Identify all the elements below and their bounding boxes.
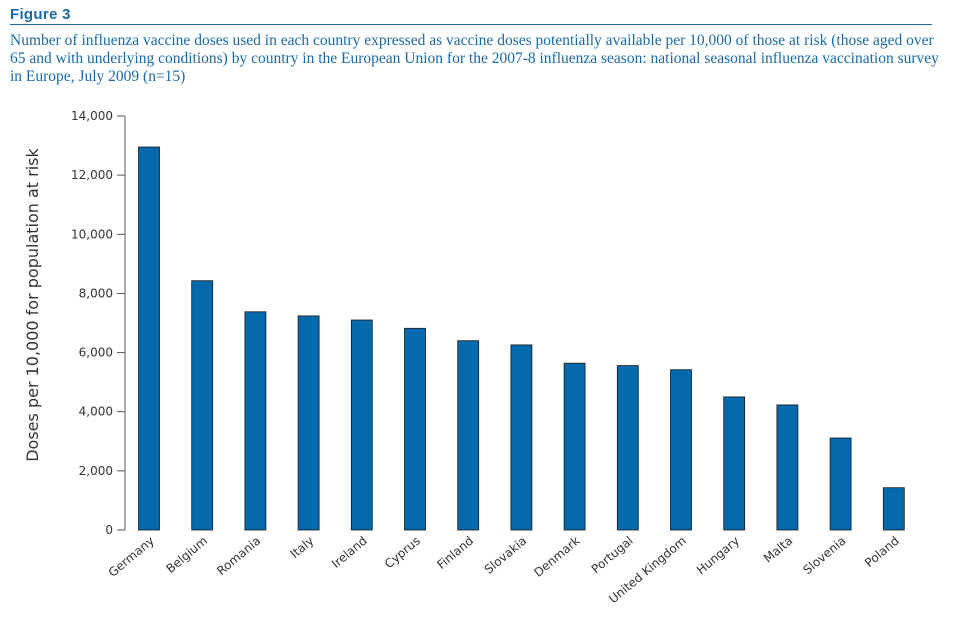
figure-caption: Number of influenza vaccine doses used i… <box>10 32 939 85</box>
bar-poland <box>882 487 905 531</box>
bar-belgium <box>191 280 214 531</box>
x-tick-label: Germany <box>106 534 157 580</box>
x-tick-label: Portugal <box>589 534 636 577</box>
y-tick-label: 6,000 <box>79 346 113 360</box>
bar-italy <box>297 315 320 531</box>
x-tick-label: Italy <box>288 534 317 561</box>
x-tick-label: Slovakia <box>482 534 530 577</box>
figure-label: Figure 3 <box>10 6 71 23</box>
bar-portugal <box>616 365 639 531</box>
y-tick-label: 2,000 <box>79 464 113 478</box>
bar-denmark <box>563 362 586 531</box>
x-tick-label: Poland <box>862 534 902 570</box>
y-axis-title: Doses per 10,000 for population at risk <box>23 147 42 461</box>
y-tick-label: 8,000 <box>79 286 113 300</box>
bar-romania <box>244 311 267 531</box>
x-axis-labels: Germany Belgium Romania Italy Ireland Cyprus F… <box>106 534 902 607</box>
x-tick-label: Belgium <box>163 534 210 576</box>
y-tick-label: 0 <box>105 523 113 537</box>
y-tick-label: 10,000 <box>71 227 113 241</box>
x-tick-label: Ireland <box>329 534 370 571</box>
x-tick-label: Slovenia <box>800 534 848 578</box>
title-rule <box>10 24 932 25</box>
x-tick-label: Denmark <box>531 534 582 580</box>
bar-finland <box>457 340 480 531</box>
x-tick-label: Finland <box>434 534 476 572</box>
bar-malta <box>776 404 799 531</box>
x-tick-label: Romania <box>214 534 263 578</box>
y-tick-label: 12,000 <box>71 168 113 182</box>
y-tick-label: 4,000 <box>79 405 113 419</box>
x-tick-label: Malta <box>761 534 795 566</box>
bar-cyprus <box>404 327 426 531</box>
bar-slovenia <box>829 437 852 531</box>
y-axis: 0 2,000 4,000 6,000 8,000 10,000 12,000 14,000 <box>71 109 126 537</box>
bar-ireland <box>350 319 373 531</box>
bar-hungary <box>723 396 746 531</box>
x-tick-label: Cyprus <box>382 534 423 572</box>
x-tick-label: Hungary <box>694 534 742 578</box>
bar-slovakia <box>510 344 533 531</box>
y-tick-label: 14,000 <box>71 109 113 123</box>
bar-united-kingdom <box>670 369 692 531</box>
bars <box>138 146 905 531</box>
bar-germany <box>138 146 160 531</box>
